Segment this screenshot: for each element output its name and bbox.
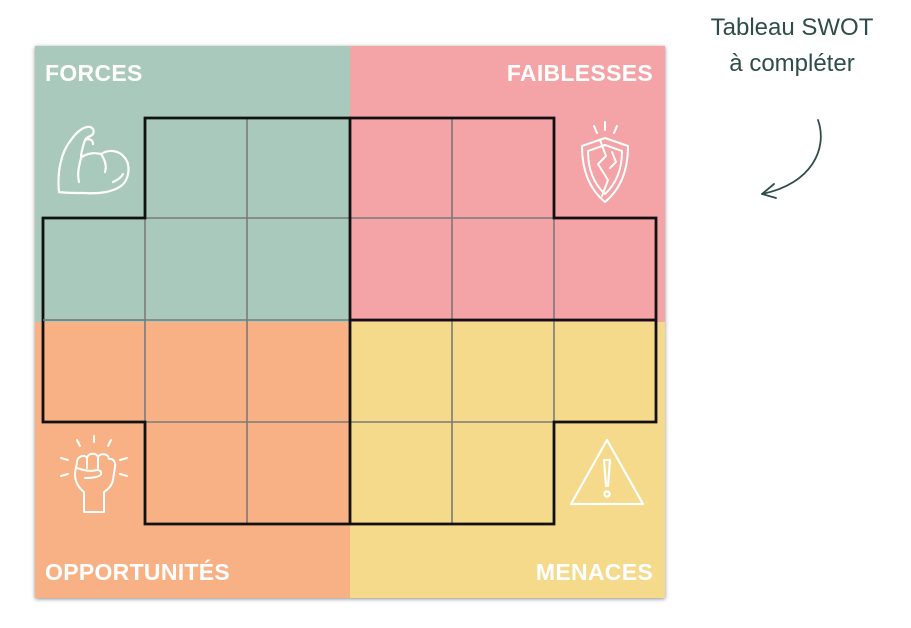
- note-line-1: Tableau SWOT: [710, 14, 874, 41]
- template-note: Tableau SWOT à compléter: [676, 10, 908, 82]
- strengths-quadrant: FORCES: [35, 46, 350, 322]
- curved-arrow-icon: [761, 119, 822, 199]
- note-line-2: à compléter: [729, 50, 855, 77]
- flexed-arm-icon: [57, 125, 130, 195]
- threats-quadrant: MENACES: [350, 322, 665, 598]
- weaknesses-label: FAIBLESSES: [506, 60, 653, 86]
- warning-triangle-icon: [569, 438, 645, 506]
- raised-fist-icon: [60, 435, 128, 513]
- opportunities-label: OPPORTUNITÉS: [45, 559, 231, 585]
- threats-label: MENACES: [535, 559, 653, 585]
- strengths-label: FORCES: [45, 60, 143, 86]
- puzzle-grid: [41, 116, 658, 526]
- puzzle-outline-left: [41, 116, 352, 526]
- broken-shield-icon: [581, 121, 629, 203]
- swot-board: FORCES FAIBLESSES OPPORTUNITÉS MENACES: [35, 46, 665, 598]
